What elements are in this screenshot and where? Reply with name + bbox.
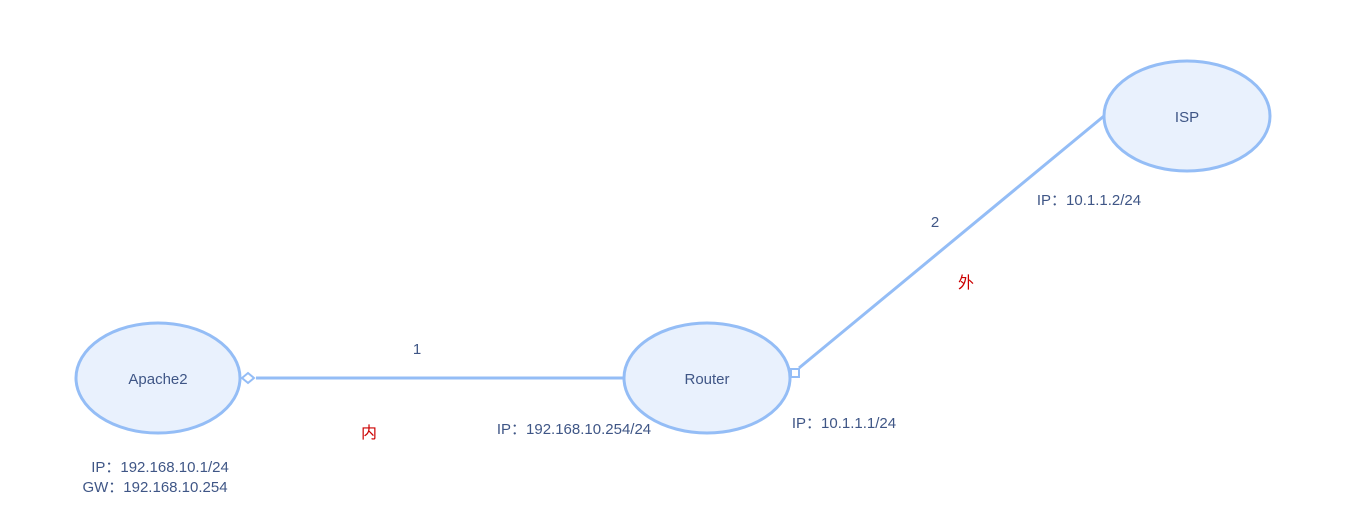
node-router[interactable]: Router [624,323,790,433]
router-outer-ip-label: IP：10.1.1.1/24 [792,415,896,432]
link2-label: 2 [931,214,939,231]
router-inner-ip-label: IP：192.168.10.254/24 [497,421,651,438]
node-isp-label: ISP [1175,109,1199,126]
node-isp[interactable]: ISP [1104,61,1270,171]
node-router-label: Router [684,371,729,388]
apache2-gw-label: GW：192.168.10.254 [82,479,227,496]
link-router-isp-endpoint [791,369,799,377]
link1-label: 1 [413,341,421,358]
link-router-isp[interactable] [799,116,1104,368]
zone-inner-label: 内 [361,424,377,442]
node-apache2[interactable]: Apache2 [76,323,240,433]
apache2-ip-label: IP：192.168.10.1/24 [91,459,229,476]
zone-outer-label: 外 [958,274,974,292]
link-apache2-router-endpoint [242,373,254,383]
isp-ip-label: IP：10.1.1.2/24 [1037,192,1141,209]
node-apache2-label: Apache2 [128,371,187,388]
